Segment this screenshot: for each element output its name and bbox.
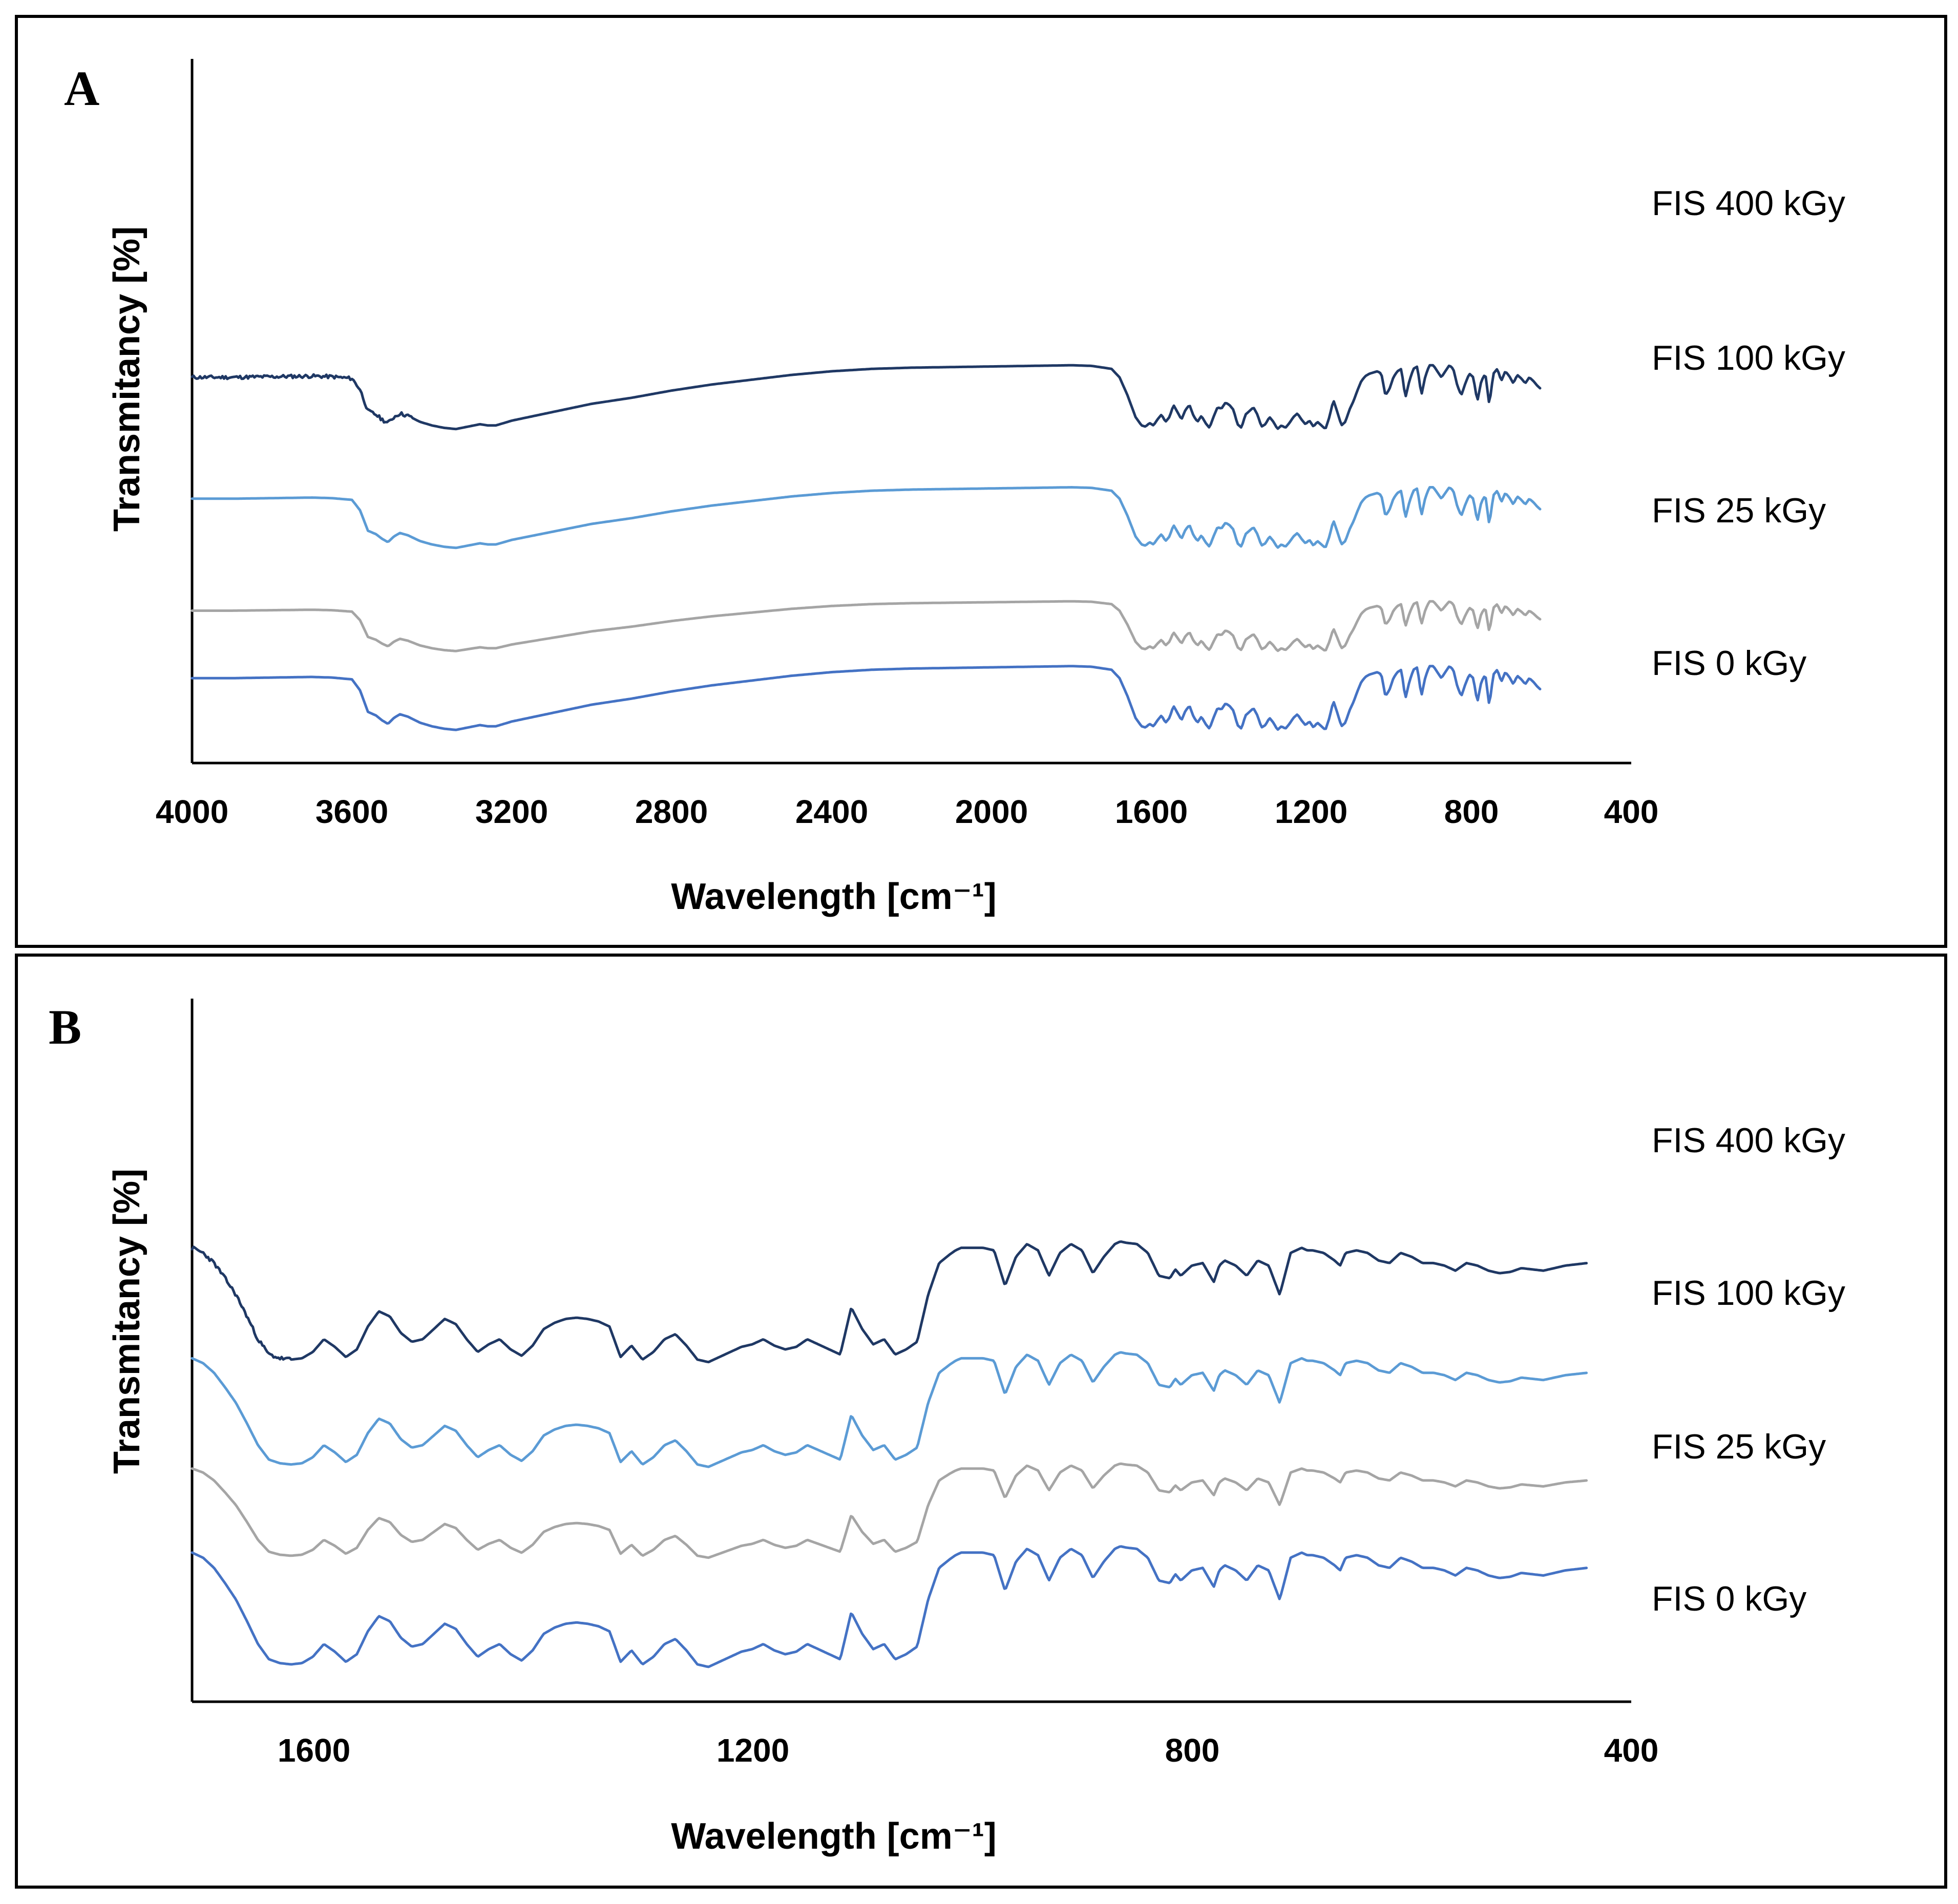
- panel-a-tick-label: 3600: [315, 793, 388, 830]
- panel-a-x-axis-title: Wavelength [cm⁻¹]: [671, 876, 996, 917]
- series-label-fis-100: FIS 100 kGy: [1652, 339, 1845, 377]
- panel-a-tick-label: 400: [1604, 793, 1659, 830]
- panel-a-y-axis-title: Transmitancy [%]: [107, 226, 148, 532]
- panel-b: B Transmitancy [%] Wavelength [cm⁻¹] 160…: [15, 954, 1947, 1889]
- trace-fis-400: [191, 1240, 1588, 1364]
- panel-a-tick-label: 2000: [955, 793, 1028, 830]
- panel-a-label: A: [64, 61, 99, 116]
- series-label-fis-25: FIS 25 kGy: [1652, 491, 1826, 530]
- panel-b-label: B: [49, 1000, 81, 1054]
- panel-b-tick-label: 1200: [717, 1732, 789, 1769]
- series-label-fis-25: FIS 25 kGy: [1652, 1427, 1826, 1466]
- panel-a-traces: [191, 364, 1542, 731]
- panel-a-tick-label: 3200: [475, 793, 548, 830]
- trace-fis-25: [191, 600, 1542, 652]
- series-label-fis-0: FIS 0 kGy: [1652, 644, 1806, 683]
- panel-a-ticks: 4000 3600 3200 2800 2400 2000 1600 1200 …: [156, 793, 1659, 830]
- panel-b-traces: [191, 1240, 1588, 1668]
- panel-b-frame: [15, 954, 1947, 1889]
- series-label-fis-400: FIS 400 kGy: [1652, 184, 1845, 223]
- panel-a-tick-label: 4000: [156, 793, 228, 830]
- series-label-fis-0: FIS 0 kGy: [1652, 1579, 1806, 1618]
- panel-b-tick-label: 400: [1604, 1732, 1659, 1769]
- panel-a: A Transmitancy [%] Wavelength [cm⁻¹] 400…: [15, 15, 1947, 948]
- panel-a-tick-label: 1600: [1115, 793, 1188, 830]
- panel-a-tick-label: 2800: [635, 793, 708, 830]
- panel-b-x-axis-title: Wavelength [cm⁻¹]: [671, 1816, 996, 1857]
- trace-fis-0: [191, 665, 1542, 731]
- panel-a-frame: [15, 15, 1947, 948]
- panel-b-ticks: 1600 1200 800 400: [278, 1732, 1659, 1769]
- panel-b-tick-label: 1600: [278, 1732, 350, 1769]
- panel-a-tick-label: 800: [1444, 793, 1499, 830]
- panel-b-series-labels: FIS 400 kGy FIS 100 kGy FIS 25 kGy FIS 0…: [1652, 1121, 1845, 1618]
- panel-b-tick-label: 800: [1165, 1732, 1220, 1769]
- trace-fis-25: [191, 1462, 1588, 1559]
- trace-fis-400: [191, 364, 1542, 431]
- series-label-fis-100: FIS 100 kGy: [1652, 1274, 1845, 1313]
- panel-a-series-labels: FIS 400 kGy FIS 100 kGy FIS 25 kGy FIS 0…: [1652, 184, 1845, 683]
- trace-fis-0: [191, 1545, 1588, 1668]
- series-label-fis-400: FIS 400 kGy: [1652, 1121, 1845, 1160]
- panel-b-y-axis-title: Transmitancy [%]: [107, 1169, 148, 1474]
- trace-fis-100: [191, 486, 1542, 549]
- panel-a-tick-label: 2400: [795, 793, 868, 830]
- panel-a-tick-label: 1200: [1275, 793, 1348, 830]
- trace-fis-100: [191, 1351, 1588, 1468]
